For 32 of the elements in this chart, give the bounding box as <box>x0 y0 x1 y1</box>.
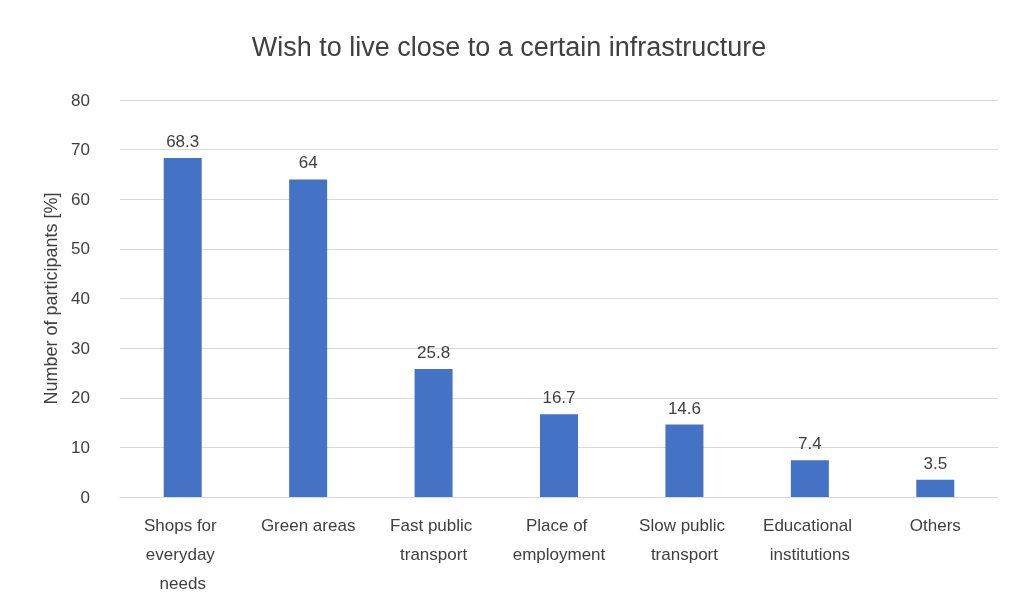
bar <box>790 460 829 497</box>
y-tick-label: 40 <box>71 289 90 308</box>
y-tick-label: 20 <box>71 388 90 408</box>
bar <box>916 479 955 497</box>
y-tick-label: 60 <box>71 189 90 209</box>
data-label: 68.3 <box>166 132 200 152</box>
data-label: 14.6 <box>667 398 701 418</box>
data-label: 7.4 <box>798 434 822 454</box>
bar <box>414 368 453 497</box>
y-tick-label: 70 <box>71 140 90 160</box>
y-axis-title: Number of participants [%] <box>41 192 62 405</box>
y-tick-label: 30 <box>71 338 90 358</box>
x-tick-label: Green areas <box>260 516 356 535</box>
x-tick-label: Slow public transport <box>639 516 730 564</box>
bar <box>289 179 328 497</box>
x-tick-label: Educational institutions <box>763 516 857 564</box>
x-tick-label: Others <box>909 516 961 535</box>
bar <box>163 158 202 497</box>
y-tick-label: 50 <box>71 239 90 259</box>
y-tick-label: 0 <box>80 487 90 507</box>
x-tick-label: Shops for everyday needs <box>143 516 222 593</box>
data-label: 3.5 <box>923 453 948 473</box>
chart-title: Wish to live close to a certain infrastructure <box>251 31 767 62</box>
x-tick-label: Place of employment <box>512 516 606 564</box>
y-tick-label: 80 <box>71 90 90 110</box>
bar <box>665 424 704 497</box>
data-label: 25.8 <box>417 342 451 362</box>
x-tick-label: Fast public transport <box>390 516 478 564</box>
data-label: 64 <box>298 153 318 173</box>
y-tick-label: 10 <box>71 437 90 457</box>
data-label: 16.7 <box>542 388 576 408</box>
bar <box>540 414 578 497</box>
